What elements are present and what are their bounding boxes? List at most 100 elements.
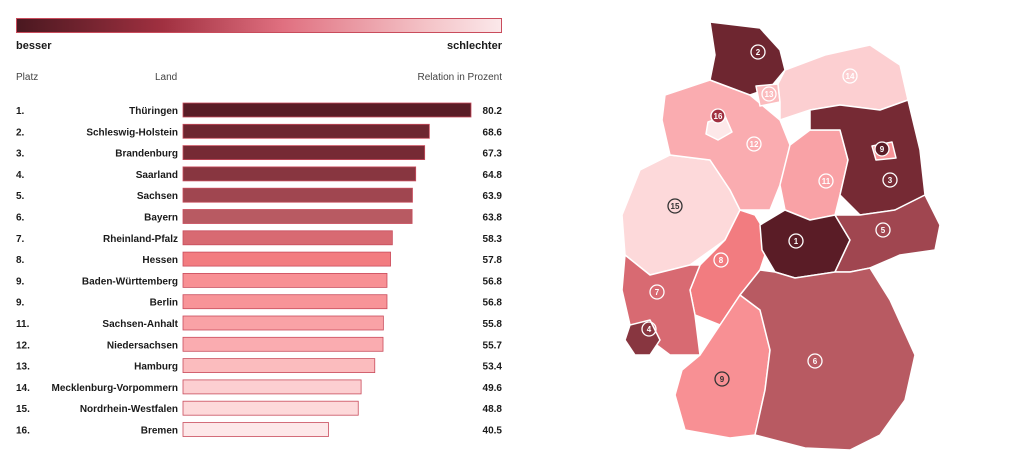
bar-row: 8. Hessen 57.8 [16,251,503,267]
land-label: Hamburg [134,362,178,373]
value-label: 80.2 [483,106,503,117]
bar [182,251,391,267]
land-label: Thüringen [129,106,178,117]
marker-label: 6 [813,357,818,366]
land-label: Saarland [136,170,178,181]
header-rank: Platz [16,72,39,83]
land-label: Rheinland-Pfalz [103,234,178,245]
color-scale-bar [16,18,502,33]
rank-label: 6. [16,213,25,224]
map-marker-sachsen-anhalt: 11 [818,173,834,189]
scale-label-better: besser [16,40,52,52]
bar [182,336,384,352]
bar [182,187,413,203]
land-label: Bayern [144,213,178,224]
bar [182,315,384,331]
bar [182,209,413,224]
map-marker-schleswig-holstein: 2 [750,44,766,60]
rank-label: 16. [16,426,30,437]
bar [182,272,388,288]
marker-label: 4 [647,325,652,334]
value-label: 40.5 [483,426,503,437]
rank-label: 5. [16,191,25,202]
bar-row: 12. Niedersachsen 55.7 [16,336,503,352]
bar-row: 16. Bremen 40.5 [16,422,503,437]
bar-row: 6. Bayern 63.8 [16,209,502,224]
marker-label: 1 [794,237,799,246]
marker-label: 16 [714,112,723,121]
bar [182,166,417,182]
rank-label: 14. [16,383,30,394]
value-label: 67.3 [483,149,503,160]
map-region-bayern [739,267,916,451]
bar [182,123,430,139]
bar [182,145,426,161]
rank-label: 7. [16,234,25,245]
value-label: 55.7 [483,340,503,351]
marker-label: 14 [846,72,855,81]
land-label: Baden-Württemberg [82,276,178,287]
bar-row: 13. Hamburg 53.4 [16,358,502,374]
land-label: Sachsen-Anhalt [102,319,178,330]
map-marker-thueringen: 1 [788,233,804,249]
rank-label: 11. [16,319,30,330]
land-label: Nordrhein-Westfalen [80,404,178,415]
value-label: 48.8 [483,404,503,415]
germany-map: 2 13 14 16 12 3 9 11 15 5 1 8 7 4 6 9 [621,21,941,451]
map-marker-saarland: 4 [641,321,657,337]
map-marker-berlin: 9 [874,141,890,157]
header-value: Relation in Prozent [417,72,503,83]
marker-label: 3 [888,176,893,185]
value-label: 56.8 [483,276,503,287]
map-marker-brandenburg: 3 [882,172,898,188]
value-label: 58.3 [483,234,503,245]
rank-label: 9. [16,276,25,287]
value-label: 68.6 [483,127,503,138]
scale-label-worse: schlechter [446,40,502,52]
bar [182,358,376,374]
marker-label: 12 [750,140,759,149]
land-label: Hessen [142,255,178,266]
value-label: 56.8 [483,298,503,309]
map-marker-hamburg: 13 [761,86,777,102]
land-label: Mecklenburg-Vorpommern [52,383,179,394]
map-marker-baden-wuerttemberg: 9 [714,371,730,387]
map-marker-nordrhein-westfalen: 15 [667,198,683,214]
map-marker-bremen: 16 [710,108,726,124]
marker-label: 8 [719,256,724,265]
marker-label: 7 [655,288,660,297]
map-region-saarland [624,319,661,356]
bar-row: 15. Nordrhein-Westfalen 48.8 [16,400,503,416]
map-marker-bayern: 6 [807,353,823,369]
marker-label: 11 [822,177,831,186]
land-label: Schleswig-Holstein [86,127,178,138]
marker-label: 15 [671,202,680,211]
bar [182,294,388,310]
bar-row: 9. Berlin 56.8 [16,294,503,310]
map-marker-sachsen: 5 [875,222,891,238]
marker-label: 5 [881,226,886,235]
bar-chart: 1. Thüringen 80.2 2. Schleswig-Holstein 68.6 3… [16,102,503,437]
bar-row: 9. Baden-Württemberg 56.8 [16,272,503,288]
bar [182,400,359,416]
bar [182,102,472,118]
value-label: 57.8 [483,255,503,266]
header-land: Land [155,72,178,83]
map-marker-rheinland-pfalz: 7 [649,284,665,300]
marker-label: 9 [880,145,885,154]
map-marker-mecklenburg-vorpommern: 14 [842,68,858,84]
bar-row: 14. Mecklenburg-Vorpommern 49.6 [16,379,502,395]
bar-row: 5. Sachsen 63.9 [16,187,502,203]
rank-label: 4. [16,170,25,181]
land-label: Niedersachsen [107,340,178,351]
bar [182,379,362,395]
rank-label: 3. [16,149,25,160]
bar-row: 4. Saarland 64.8 [16,166,502,182]
map-marker-niedersachsen: 12 [746,136,762,152]
land-label: Sachsen [137,191,178,202]
rank-label: 12. [16,340,30,351]
bar-row: 11. Sachsen-Anhalt 55.8 [16,315,502,331]
marker-label: 9 [720,375,725,384]
map-region-sachsen [834,194,941,273]
rank-label: 9. [16,298,25,309]
